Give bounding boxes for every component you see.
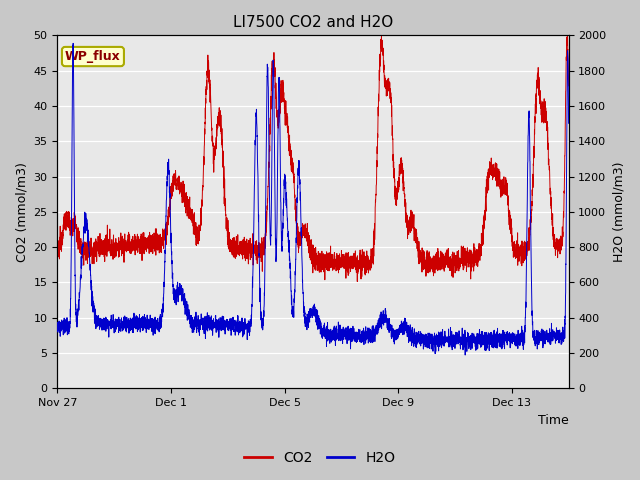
Title: LI7500 CO2 and H2O: LI7500 CO2 and H2O xyxy=(233,15,393,30)
Y-axis label: H2O (mmol/m3): H2O (mmol/m3) xyxy=(612,162,625,262)
Y-axis label: CO2 (mmol/m3): CO2 (mmol/m3) xyxy=(15,162,28,262)
Text: WP_flux: WP_flux xyxy=(65,50,121,63)
Legend: CO2, H2O: CO2, H2O xyxy=(239,445,401,471)
X-axis label: Time: Time xyxy=(538,414,568,427)
